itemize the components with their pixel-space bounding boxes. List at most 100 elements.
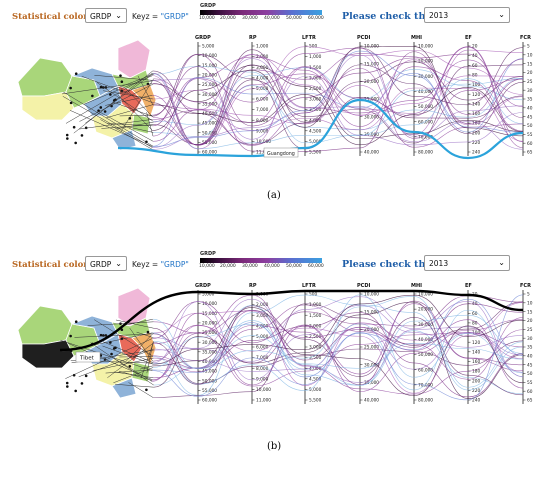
map-province-dot [109, 93, 112, 96]
axis-tick-label: 20 [527, 318, 533, 324]
axis-tick-label: 5,500 [309, 398, 322, 404]
axis-tick-label: 160 [472, 111, 480, 117]
year-select[interactable]: 2013 ⌄ [424, 255, 510, 271]
axes-group: GRDP 5,000 10,000 15,000 20,000 25,000 30,000 3… [195, 283, 533, 404]
axis-title: LFTR [302, 35, 316, 41]
map-connector-line [60, 339, 153, 371]
axis-tick-label: 65 [527, 150, 533, 156]
province-polyline [153, 305, 524, 395]
axis-tick-label: 5,000 [202, 44, 215, 50]
map-connector-line [139, 365, 153, 370]
axis-title: PCDI [357, 283, 370, 289]
province-polyline [153, 298, 524, 383]
map-connector-line [78, 348, 154, 378]
map-connector-line [83, 75, 153, 105]
axis-title: GRDP [195, 35, 211, 41]
axis-tick-label: 4,500 [309, 376, 322, 382]
year-select[interactable]: 2013 ⌄ [424, 7, 510, 23]
axis-tick-label: 40 [527, 353, 533, 359]
province-tooltip: Guangdong [263, 147, 299, 158]
map-connector-line [118, 370, 153, 381]
map-region-tibet [21, 91, 75, 121]
province-polyline [153, 301, 524, 398]
china-map [17, 39, 157, 151]
map-province-dot [145, 388, 148, 392]
tooltip-box [75, 351, 101, 363]
map-region-guangdong [111, 377, 137, 399]
axis-tick-label: 20,000 [364, 79, 379, 85]
statistical-coloring-label: Statistical coloring: [12, 260, 107, 270]
map-province-dot [74, 389, 77, 393]
map-connector-line [115, 121, 154, 130]
province-polyline [152, 76, 524, 146]
province-polyline [153, 294, 524, 395]
axis-tick-label: 45,000 [202, 369, 217, 375]
axis-tick-label: 100 [472, 82, 480, 88]
axis-tick-label: 35 [527, 97, 533, 103]
province-polyline [152, 73, 524, 149]
map-region-xinjiang [17, 305, 73, 345]
legend-tick: 40,000 [264, 16, 280, 21]
axis-tick-label: 9,000 [256, 128, 269, 134]
axis-tick-label: 240 [472, 398, 480, 404]
province-polyline [152, 53, 524, 146]
polylines-group [59, 289, 524, 401]
coloring-select[interactable]: GRDP ⌄ [85, 8, 127, 23]
map-province-dot [84, 126, 88, 130]
legend-tick: 60,000 [308, 264, 324, 269]
legend-color-bar [200, 258, 322, 263]
map-connector-line [103, 341, 154, 364]
axis-tick-label: 1,000 [309, 302, 322, 308]
map-connector-line [129, 126, 154, 133]
province-polyline [153, 77, 524, 137]
map-connector-line [136, 331, 154, 338]
axis-tick-label: 80,000 [418, 150, 433, 156]
map-province-dot [74, 141, 77, 145]
map-connector-line [115, 384, 154, 388]
legend-tick: 50,000 [286, 264, 302, 269]
province-polyline [152, 82, 524, 142]
map-province-dot [80, 382, 84, 385]
map-connector-line [94, 75, 153, 81]
axis-tick-label: 50,000 [202, 378, 217, 384]
axis-tick-label: 10 [527, 52, 533, 58]
axis-tick-label: 45,000 [202, 121, 217, 127]
province-polyline [153, 301, 524, 399]
map-province-dot [103, 110, 107, 113]
axis-tick-label: 35,000 [202, 349, 217, 355]
axis-tick-label: 180 [472, 369, 480, 375]
axis-tick-label: 20,000 [202, 73, 217, 79]
tooltip-text: Guangdong [267, 151, 295, 157]
axis-tick-label: 10,000 [256, 387, 271, 393]
axis-tick-label: 15 [527, 309, 533, 315]
coloring-select[interactable]: GRDP ⌄ [85, 256, 127, 271]
axis-tick-label: 25 [527, 79, 533, 85]
china-map [17, 287, 157, 399]
axis-tick-label: 2,000 [256, 54, 269, 60]
province-tooltip: Tibet [75, 351, 101, 363]
legend-tick: 60,000 [308, 16, 324, 21]
map-connector-line [105, 369, 153, 374]
province-polyline [153, 49, 524, 136]
map-province-dot [128, 117, 132, 120]
province-polyline [152, 303, 524, 375]
map-connector-line [146, 342, 154, 374]
polylines-group [61, 46, 524, 160]
axis-title: FCR [520, 283, 531, 289]
axis-tick-label: 10,000 [418, 44, 433, 50]
axis-tick-label: 5 [527, 44, 530, 50]
axis-tick-label: 80 [472, 321, 478, 327]
province-polyline [152, 307, 524, 396]
legend-tick: 10,000 [199, 264, 215, 269]
province-polyline [153, 310, 524, 389]
province-polyline [153, 294, 524, 396]
keyz-label: Keyz = [132, 12, 159, 21]
axis-tick-label: 10,000 [202, 301, 217, 307]
map-province-dot [120, 328, 124, 331]
map-connector-line [87, 321, 154, 326]
map-province-dot [99, 106, 103, 109]
map-connector-line [96, 82, 154, 122]
map-province-dot [80, 134, 84, 137]
map-region-xinjiang [17, 57, 73, 97]
map-connector-line [62, 96, 153, 148]
